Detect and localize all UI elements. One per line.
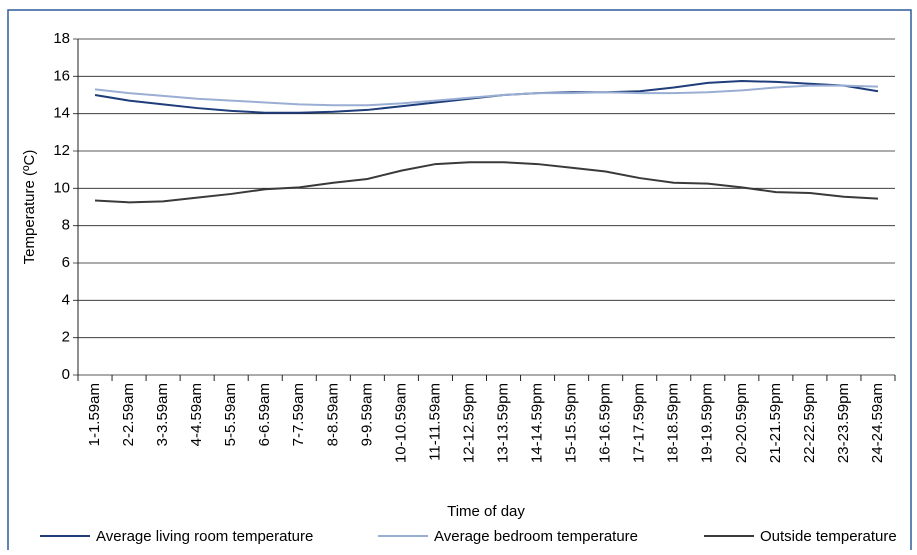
x-tick-label: 4-4.59am bbox=[188, 383, 205, 446]
x-tick-label: 17-17.59pm bbox=[631, 383, 648, 463]
x-tick-label: 9-9.59am bbox=[358, 383, 375, 446]
x-tick-label: 6-6.59am bbox=[256, 383, 273, 446]
y-tick-label: 2 bbox=[62, 329, 70, 346]
y-tick-label: 6 bbox=[62, 254, 70, 271]
x-tick-label: 22-22.59pm bbox=[801, 383, 818, 463]
x-tick-label: 16-16.59pm bbox=[597, 383, 614, 463]
x-tick-label: 15-15.59pm bbox=[563, 383, 580, 463]
y-tick-label: 18 bbox=[53, 30, 70, 47]
x-tick-label: 7-7.59am bbox=[290, 383, 307, 446]
series-line bbox=[94, 84, 879, 107]
frame bbox=[7, 9, 912, 555]
x-tick-label: 23-23.59pm bbox=[835, 383, 852, 463]
y-tick-label: 0 bbox=[62, 366, 70, 383]
legend-label: Average living room temperature bbox=[96, 528, 313, 545]
x-tick-label: 14-14.59pm bbox=[529, 383, 546, 463]
legend-label: Outside temperature bbox=[760, 528, 897, 545]
x-tick-label: 3-3.59am bbox=[154, 383, 171, 446]
x-tick-label: 24-24.59am bbox=[869, 383, 886, 463]
y-tick-label: 14 bbox=[53, 105, 70, 122]
series-line bbox=[94, 161, 879, 204]
x-tick-label: 11-11.59am bbox=[426, 383, 443, 461]
x-tick-label: 13-13.59pm bbox=[494, 383, 511, 463]
x-tick-label: 1-1.59am bbox=[86, 383, 103, 446]
x-tick-label: 10-10.59am bbox=[392, 383, 409, 463]
y-tick-label: 4 bbox=[62, 291, 70, 308]
x-tick-label: 20-20.59pm bbox=[733, 383, 750, 463]
x-tick-label: 21-21.59pm bbox=[767, 383, 784, 463]
x-tick-label: 8-8.59am bbox=[324, 383, 341, 446]
x-axis-label: Time of day bbox=[447, 503, 525, 520]
legend-label: Average bedroom temperature bbox=[434, 528, 638, 545]
x-tick-label: 2-2.59am bbox=[120, 383, 137, 446]
y-tick-label: 12 bbox=[53, 142, 70, 159]
y-tick-label: 16 bbox=[53, 67, 70, 84]
y-axis-label: Temperature (ºC) bbox=[21, 150, 38, 265]
x-tick-label: 19-19.59pm bbox=[699, 383, 716, 463]
x-tick-label: 5-5.59am bbox=[222, 383, 239, 446]
y-tick-label: 10 bbox=[53, 179, 70, 196]
x-tick-label: 12-12.59pm bbox=[460, 383, 477, 463]
x-tick-label: 18-18.59pm bbox=[665, 383, 682, 463]
y-tick-label: 8 bbox=[62, 217, 70, 234]
